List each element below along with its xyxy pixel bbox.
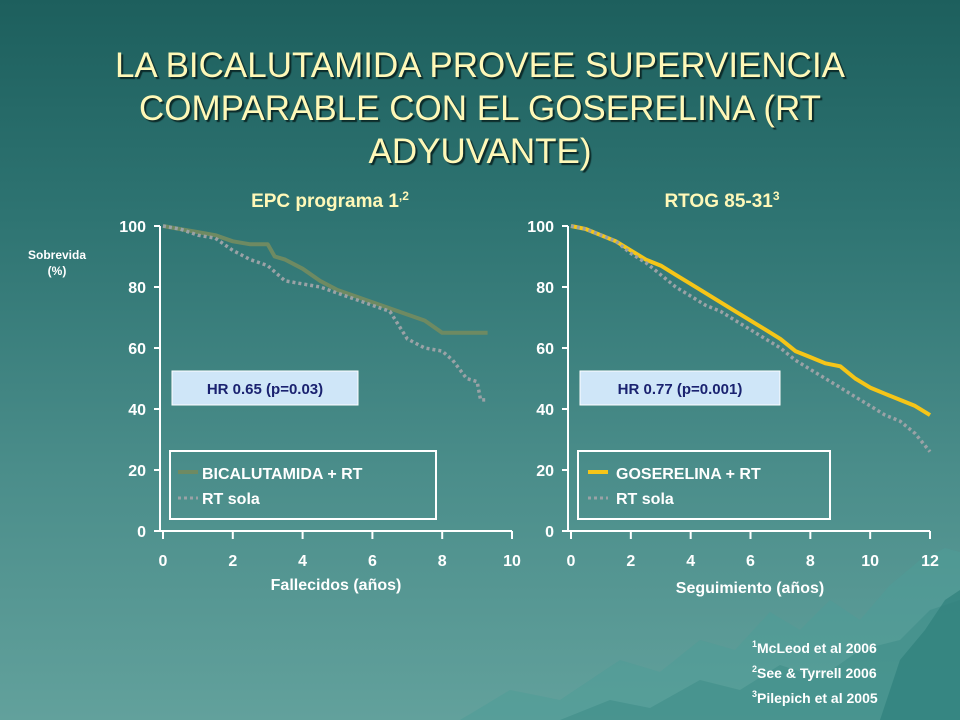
chart-rtog-xtick-label: 12: [921, 553, 939, 570]
chart-rtog-series-treatment: [570, 224, 932, 417]
chart-epc-legend-rt-sola: RT sola: [202, 491, 260, 508]
chart-epc: EPC programa 1,2 Sobrevida (%) 0204060801…: [28, 189, 521, 594]
reference-item: 1McLeod et al 2006: [752, 639, 877, 656]
chart-epc-xtick-label: 10: [503, 553, 521, 570]
chart-epc-hr-box: [171, 370, 359, 406]
chart-rtog-title: RTOG 85-313: [664, 189, 779, 212]
chart-rtog-xtick-label: 2: [626, 553, 635, 570]
chart-rtog-ytick-label: 20: [536, 463, 554, 480]
chart-rtog-ytick-label: 60: [536, 341, 554, 358]
chart-rtog-xlabel: Seguimiento (años): [676, 580, 824, 597]
chart-rtog-xtick-label: 8: [806, 553, 815, 570]
chart-epc-ytick-label: 60: [128, 341, 146, 358]
chart-rtog: RTOG 85-313 0 20 40 60 80 100 0 2 4 6 8 10 12 HR 0.…: [527, 189, 939, 597]
chart-rtog-xtick-label: 10: [861, 553, 879, 570]
chart-epc-ytick-label: 20: [128, 463, 146, 480]
chart-rtog-hr-text: HR 0.77 (p=0.001): [618, 381, 743, 398]
chart-rtog-hr-box: [579, 370, 781, 406]
chart-rtog-ytick-label: 80: [536, 280, 554, 297]
chart-epc-xtick-label: 6: [368, 553, 377, 570]
chart-epc-xtick-label: 8: [438, 553, 447, 570]
chart-epc-ylabel: Sobrevida (%): [28, 248, 86, 278]
chart-rtog-xtick-label: 4: [686, 553, 695, 570]
chart-rtog-ytick-label: 40: [536, 402, 554, 419]
chart-rtog-legend-goserelina: GOSERELINA + RT: [616, 466, 761, 483]
reference-item: 2See & Tyrrell 2006: [752, 664, 877, 681]
chart-epc-xlabel: Fallecidos (años): [271, 577, 402, 594]
chart-epc-hr-text: HR 0.65 (p=0.03): [207, 381, 323, 398]
chart-epc-series-rt-sola: [162, 224, 488, 402]
chart-epc-ytick-label: 100: [119, 219, 146, 236]
chart-epc-ytick-label: 0: [137, 524, 146, 541]
chart-epc-title: EPC programa 1,2: [251, 189, 409, 212]
chart-epc-xtick-label: 4: [298, 553, 307, 570]
references: 1McLeod et al 2006 2See & Tyrrell 2006 3…: [752, 634, 878, 709]
chart-rtog-xtick-label: 0: [567, 553, 576, 570]
chart-rtog-legend: [577, 450, 831, 520]
chart-rtog-legend-rt-sola: RT sola: [616, 491, 674, 508]
chart-epc-series-treatment: [162, 224, 488, 335]
chart-epc-legend: [169, 450, 437, 520]
chart-rtog-ytick-label: 0: [545, 524, 554, 541]
chart-rtog-xtick-label: 6: [746, 553, 755, 570]
chart-epc-xtick-label: 0: [159, 553, 168, 570]
chart-epc-ytick-label: 40: [128, 402, 146, 419]
chart-epc-xtick-label: 2: [228, 553, 237, 570]
slide-title: LA BICALUTAMIDA PROVEE SUPERVIENCIA COMP…: [114, 46, 846, 171]
chart-rtog-ytick-label: 100: [527, 219, 554, 236]
reference-item: 3Pilepich et al 2005: [752, 689, 878, 706]
chart-rtog-series-rt-sola: [570, 224, 932, 453]
chart-epc-legend-bicalutamida: BICALUTAMIDA + RT: [202, 466, 363, 483]
chart-epc-ytick-label: 80: [128, 280, 146, 297]
